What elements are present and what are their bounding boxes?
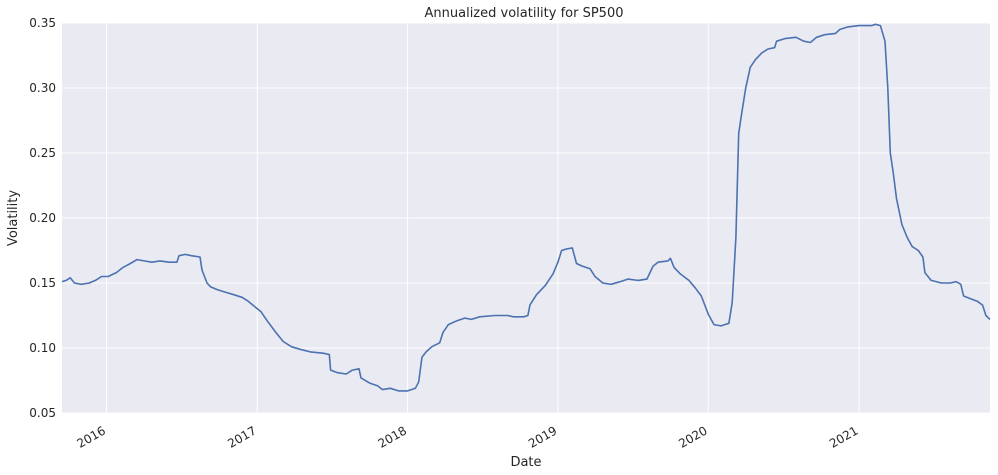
y-axis-label: Volatility — [6, 190, 21, 246]
volatility-series-line — [61, 23, 991, 392]
x-axis-label: Date — [510, 455, 541, 470]
series-layer — [61, 23, 991, 392]
grid-lines — [62, 22, 990, 414]
y-tick-label: 0.30 — [29, 81, 56, 95]
x-tick-label: 2016 — [75, 423, 108, 450]
y-tick-label: 0.25 — [29, 146, 56, 160]
y-tick-label: 0.05 — [29, 406, 56, 420]
y-tick-label: 0.15 — [29, 276, 56, 290]
x-tick-label: 2019 — [526, 423, 559, 450]
x-tick-label: 2017 — [225, 423, 258, 450]
x-axis-ticks: 2016 2017 2018 2019 2020 2021 — [75, 423, 861, 450]
y-tick-label: 0.20 — [29, 211, 56, 225]
x-tick-label: 2018 — [376, 423, 409, 450]
x-tick-label: 2020 — [676, 423, 709, 450]
y-tick-label: 0.10 — [29, 341, 56, 355]
chart-title: Annualized volatility for SP500 — [425, 6, 624, 21]
y-axis-ticks: 0.05 0.10 0.15 0.20 0.25 0.30 0.35 — [29, 16, 56, 420]
y-tick-label: 0.35 — [29, 16, 56, 30]
x-tick-label: 2021 — [827, 423, 860, 450]
